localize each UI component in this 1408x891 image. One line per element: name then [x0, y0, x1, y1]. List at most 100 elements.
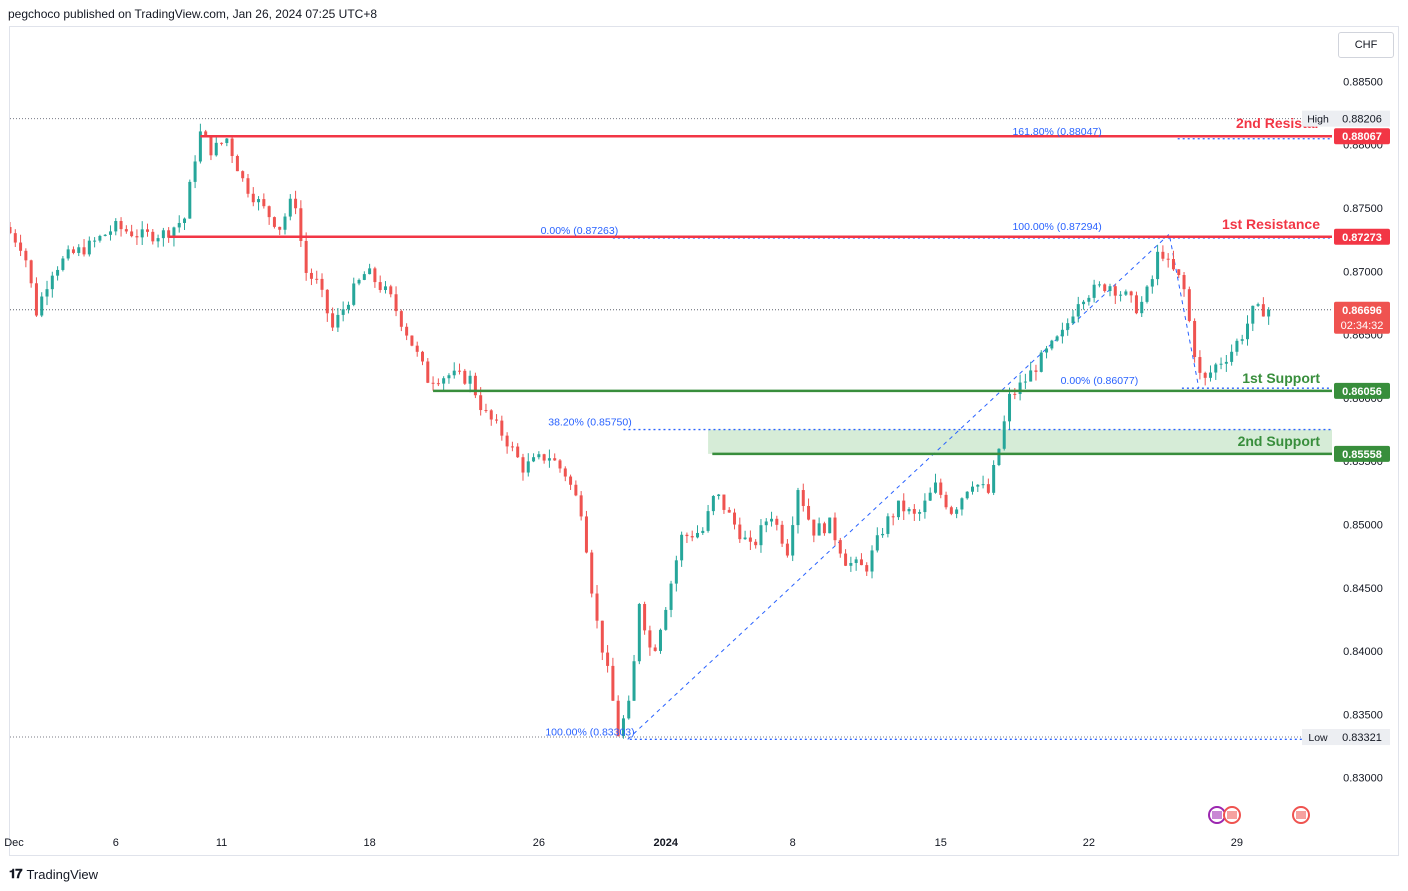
candle: [584, 510, 588, 554]
candle: [405, 323, 409, 341]
candle: [183, 217, 187, 231]
candle: [34, 277, 38, 317]
candle-body: [87, 240, 91, 255]
candle-body: [584, 516, 588, 553]
candle: [1145, 285, 1149, 304]
tradingview-logo[interactable]: 𝟏𝟕 TradingView: [9, 866, 98, 882]
candle-body: [272, 217, 276, 227]
candle-body: [717, 494, 721, 497]
candle-body: [167, 230, 171, 238]
candle: [933, 473, 937, 494]
candle: [431, 376, 435, 391]
candle: [1050, 339, 1054, 351]
candle: [1208, 365, 1212, 382]
extreme-label: Low: [1308, 732, 1328, 744]
candle: [949, 505, 953, 516]
candle: [912, 504, 916, 521]
candle-body: [907, 509, 911, 512]
candle-body: [727, 509, 731, 513]
event-icon-flag: [1212, 811, 1222, 819]
candle: [743, 530, 747, 540]
candle-body: [637, 604, 641, 662]
candle: [309, 268, 313, 286]
candle-body: [405, 326, 409, 336]
candle-body: [828, 517, 832, 534]
candle-body: [156, 238, 160, 242]
candle-body: [791, 525, 795, 556]
candle-body: [632, 661, 636, 701]
fib-label: 100.00% (0.83303): [545, 726, 634, 738]
candle: [325, 289, 329, 322]
candle-body: [352, 283, 356, 305]
candle-body: [320, 278, 324, 290]
extreme-value: 0.88206: [1342, 114, 1382, 126]
candle: [1124, 289, 1128, 296]
candle: [283, 213, 287, 235]
candle-body: [283, 216, 287, 230]
candle-body: [399, 311, 403, 327]
candle-body: [674, 560, 678, 584]
level-tag-bg: [1334, 445, 1390, 462]
candle: [722, 494, 726, 514]
candle: [870, 545, 874, 579]
candle-body: [669, 583, 673, 610]
candle: [383, 281, 387, 294]
y-tick-label: 0.87000: [1343, 266, 1383, 278]
candle: [960, 497, 964, 516]
candle: [394, 286, 398, 317]
currency-selector[interactable]: CHF: [1338, 32, 1394, 58]
candle-body: [1055, 336, 1059, 341]
tradingview-brand: TradingView: [26, 866, 99, 882]
candle: [61, 255, 65, 272]
candle-body: [294, 198, 298, 209]
candle: [1103, 283, 1107, 293]
economic-event-icon: [1292, 806, 1310, 824]
level-tag-text: 0.85558: [1342, 449, 1382, 461]
candle: [1156, 244, 1160, 286]
candle: [214, 135, 218, 157]
candle-body: [505, 435, 509, 447]
candle: [547, 449, 551, 468]
candle: [13, 229, 17, 248]
candle-body: [685, 534, 689, 537]
candle: [680, 531, 684, 567]
candle-body: [436, 383, 440, 385]
chart-frame[interactable]: [9, 26, 1399, 856]
candle: [288, 194, 292, 221]
candle: [278, 226, 282, 236]
candle-body: [246, 178, 250, 194]
candle: [733, 508, 737, 530]
candle: [130, 224, 134, 238]
candle-body: [500, 420, 504, 436]
candle: [1235, 338, 1239, 356]
candle-body: [1161, 251, 1165, 259]
candle-body: [299, 208, 303, 241]
candle-body: [875, 535, 879, 551]
candle: [1045, 345, 1049, 359]
candle: [82, 239, 86, 257]
candle: [754, 539, 758, 549]
candle: [267, 205, 271, 225]
candle-body: [785, 543, 789, 556]
candle-body: [1267, 309, 1271, 317]
candle: [146, 223, 149, 237]
candle-body: [1103, 284, 1107, 292]
candle-body: [902, 500, 906, 512]
candle: [648, 625, 652, 656]
candle: [1092, 279, 1096, 303]
candle-body: [838, 540, 842, 554]
candle-body: [415, 345, 419, 352]
candle-body: [1013, 393, 1017, 395]
candle: [1023, 373, 1027, 389]
candle-body: [516, 446, 520, 458]
candle-body: [759, 525, 763, 546]
candle: [1161, 245, 1165, 262]
candle-body: [442, 378, 446, 384]
candle: [1129, 290, 1133, 303]
candle: [177, 215, 181, 233]
candle: [93, 237, 97, 248]
extreme-value: 0.83321: [1342, 732, 1382, 744]
candle-body: [955, 509, 959, 514]
candle: [1198, 350, 1202, 380]
